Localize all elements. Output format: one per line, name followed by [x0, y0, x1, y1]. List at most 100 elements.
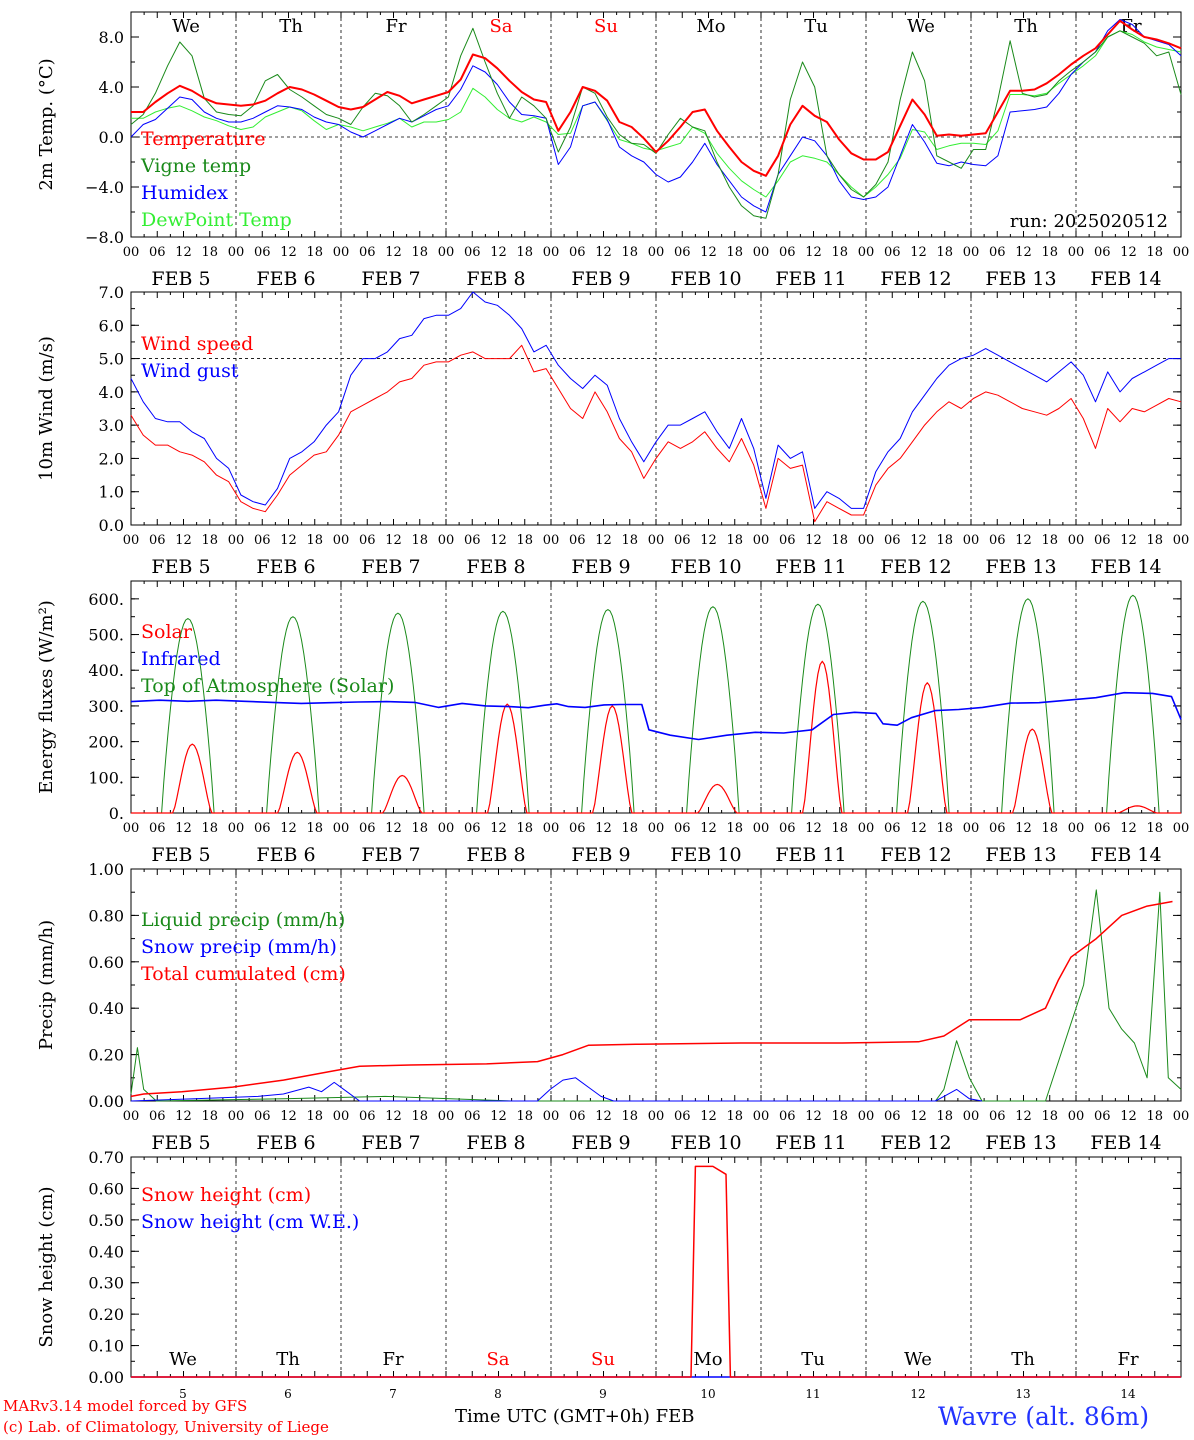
hour-tick-label: 06 — [779, 821, 796, 836]
hour-tick-label: 00 — [753, 821, 770, 836]
hour-tick-label: 00 — [1173, 533, 1190, 548]
y-tick-label: 200. — [88, 733, 124, 752]
hour-tick-label: 06 — [359, 821, 376, 836]
day-label: Sa — [489, 16, 512, 37]
series — [130, 594, 1182, 814]
hour-tick-label: 00 — [648, 533, 665, 548]
legend-entry: Humidex — [141, 182, 228, 204]
y-axis-label: Snow height (cm) — [36, 1186, 57, 1347]
day-number-label: 6 — [284, 1387, 292, 1401]
day-label: Fr — [382, 1349, 403, 1370]
hour-tick-label: 06 — [989, 1109, 1006, 1124]
date-label: FEB 7 — [361, 268, 420, 290]
hour-tick-label: 12 — [175, 1109, 192, 1124]
hour-tick-label: 00 — [1173, 1109, 1190, 1124]
day-number-label: 7 — [389, 1387, 397, 1401]
hour-tick-label: 00 — [123, 1109, 140, 1124]
day-label: Th — [1014, 16, 1038, 37]
hour-tick-label: 12 — [490, 245, 507, 260]
y-tick-label: 0.20 — [88, 1046, 124, 1065]
hour-tick-label: 00 — [858, 1109, 875, 1124]
hour-tick-label: 00 — [228, 1109, 245, 1124]
hour-tick-label: 12 — [385, 1109, 402, 1124]
hour-tick-label: 12 — [280, 245, 297, 260]
legend: Liquid precip (mm/h) Snow precip (mm/h) To… — [141, 909, 346, 985]
day-label: Su — [591, 1349, 615, 1370]
y-axis-label: Energy fluxes (W/m²) — [36, 600, 57, 794]
hour-tick-label: 06 — [359, 1109, 376, 1124]
day-label: Fr — [385, 16, 406, 37]
hour-tick-label: 06 — [464, 1109, 481, 1124]
hour-tick-label: 18 — [201, 1109, 218, 1124]
hour-tick-label: 12 — [385, 533, 402, 548]
y-tick-label: 0.60 — [88, 1179, 124, 1198]
hour-tick-label: 00 — [123, 245, 140, 260]
y-tick-label: −4.0 — [85, 178, 124, 197]
hour-tick-label: 00 — [963, 821, 980, 836]
hour-tick-label: 06 — [149, 533, 166, 548]
day-number-label: 5 — [179, 1387, 187, 1401]
hour-tick-label: 06 — [674, 245, 691, 260]
date-label: FEB 14 — [1090, 844, 1161, 866]
date-label: FEB 11 — [775, 844, 846, 866]
day-number-label: 12 — [910, 1387, 925, 1401]
credit-line-1: MARv3.14 model forced by GFS — [3, 1397, 248, 1415]
date-label: FEB 5 — [151, 268, 210, 290]
hour-tick-label: 06 — [989, 533, 1006, 548]
day-label: Tu — [801, 1349, 825, 1370]
hour-tick-label: 18 — [726, 821, 743, 836]
legend-entry: Vigne temp — [140, 155, 251, 177]
hour-tick-label: 12 — [805, 1109, 822, 1124]
hour-tick-label: 12 — [1015, 533, 1032, 548]
y-tick-label: 0.0 — [99, 516, 124, 535]
date-label: FEB 14 — [1090, 268, 1161, 290]
day-label: Sa — [486, 1349, 509, 1370]
y-tick-label: 2.0 — [99, 449, 124, 468]
date-label: FEB 9 — [571, 1132, 630, 1154]
hour-tick-label: 12 — [1120, 533, 1137, 548]
y-tick-label: 500. — [88, 626, 124, 645]
legend: Wind speed Wind gust — [141, 333, 253, 382]
hour-tick-label: 06 — [149, 245, 166, 260]
hour-tick-label: 18 — [306, 533, 323, 548]
y-tick-label: 0.00 — [88, 1368, 124, 1387]
hour-tick-label: 12 — [805, 533, 822, 548]
hour-tick-label: 06 — [1094, 245, 1111, 260]
hour-tick-label: 12 — [280, 1109, 297, 1124]
hour-tick-label: 00 — [228, 245, 245, 260]
hour-tick-label: 06 — [149, 1109, 166, 1124]
hour-tick-label: 00 — [543, 245, 560, 260]
legend-entry: Snow height (cm W.E.) — [141, 1211, 359, 1233]
legend: Snow height (cm) Snow height (cm W.E.) — [141, 1184, 359, 1233]
day-label: We — [169, 1349, 197, 1370]
hour-tick-label: 00 — [333, 245, 350, 260]
hour-tick-label: 00 — [648, 821, 665, 836]
legend-entry: Top of Atmosphere (Solar) — [141, 675, 394, 697]
y-tick-label: 0.20 — [88, 1305, 124, 1324]
date-label: FEB 8 — [466, 556, 525, 578]
hour-tick-label: 00 — [648, 1109, 665, 1124]
run-label: run: 2025020512 — [1010, 211, 1168, 232]
day-label: Su — [594, 16, 618, 37]
hour-tick-label: 00 — [123, 533, 140, 548]
hour-tick-label: 06 — [1094, 821, 1111, 836]
hour-tick-label: 12 — [910, 533, 927, 548]
day-number-label: 10 — [700, 1387, 715, 1401]
hour-tick-label: 00 — [228, 821, 245, 836]
hour-tick-label: 00 — [963, 1109, 980, 1124]
y-tick-label: 0.80 — [88, 906, 124, 925]
hour-tick-label: 18 — [726, 533, 743, 548]
date-label: FEB 9 — [571, 268, 630, 290]
y-tick-label: 5.0 — [99, 350, 124, 369]
date-label: FEB 7 — [361, 1132, 420, 1154]
hour-tick-label: 18 — [1146, 533, 1163, 548]
series-line-snow-height — [131, 1165, 1181, 1378]
hour-tick-label: 18 — [516, 821, 533, 836]
hour-tick-label: 06 — [254, 245, 271, 260]
hour-tick-label: 06 — [254, 1109, 271, 1124]
hour-tick-label: 00 — [1068, 1109, 1085, 1124]
hour-tick-label: 00 — [333, 1109, 350, 1124]
hour-tick-label: 12 — [910, 821, 927, 836]
hour-tick-label: 12 — [1015, 1109, 1032, 1124]
y-tick-label: 3.0 — [99, 416, 124, 435]
